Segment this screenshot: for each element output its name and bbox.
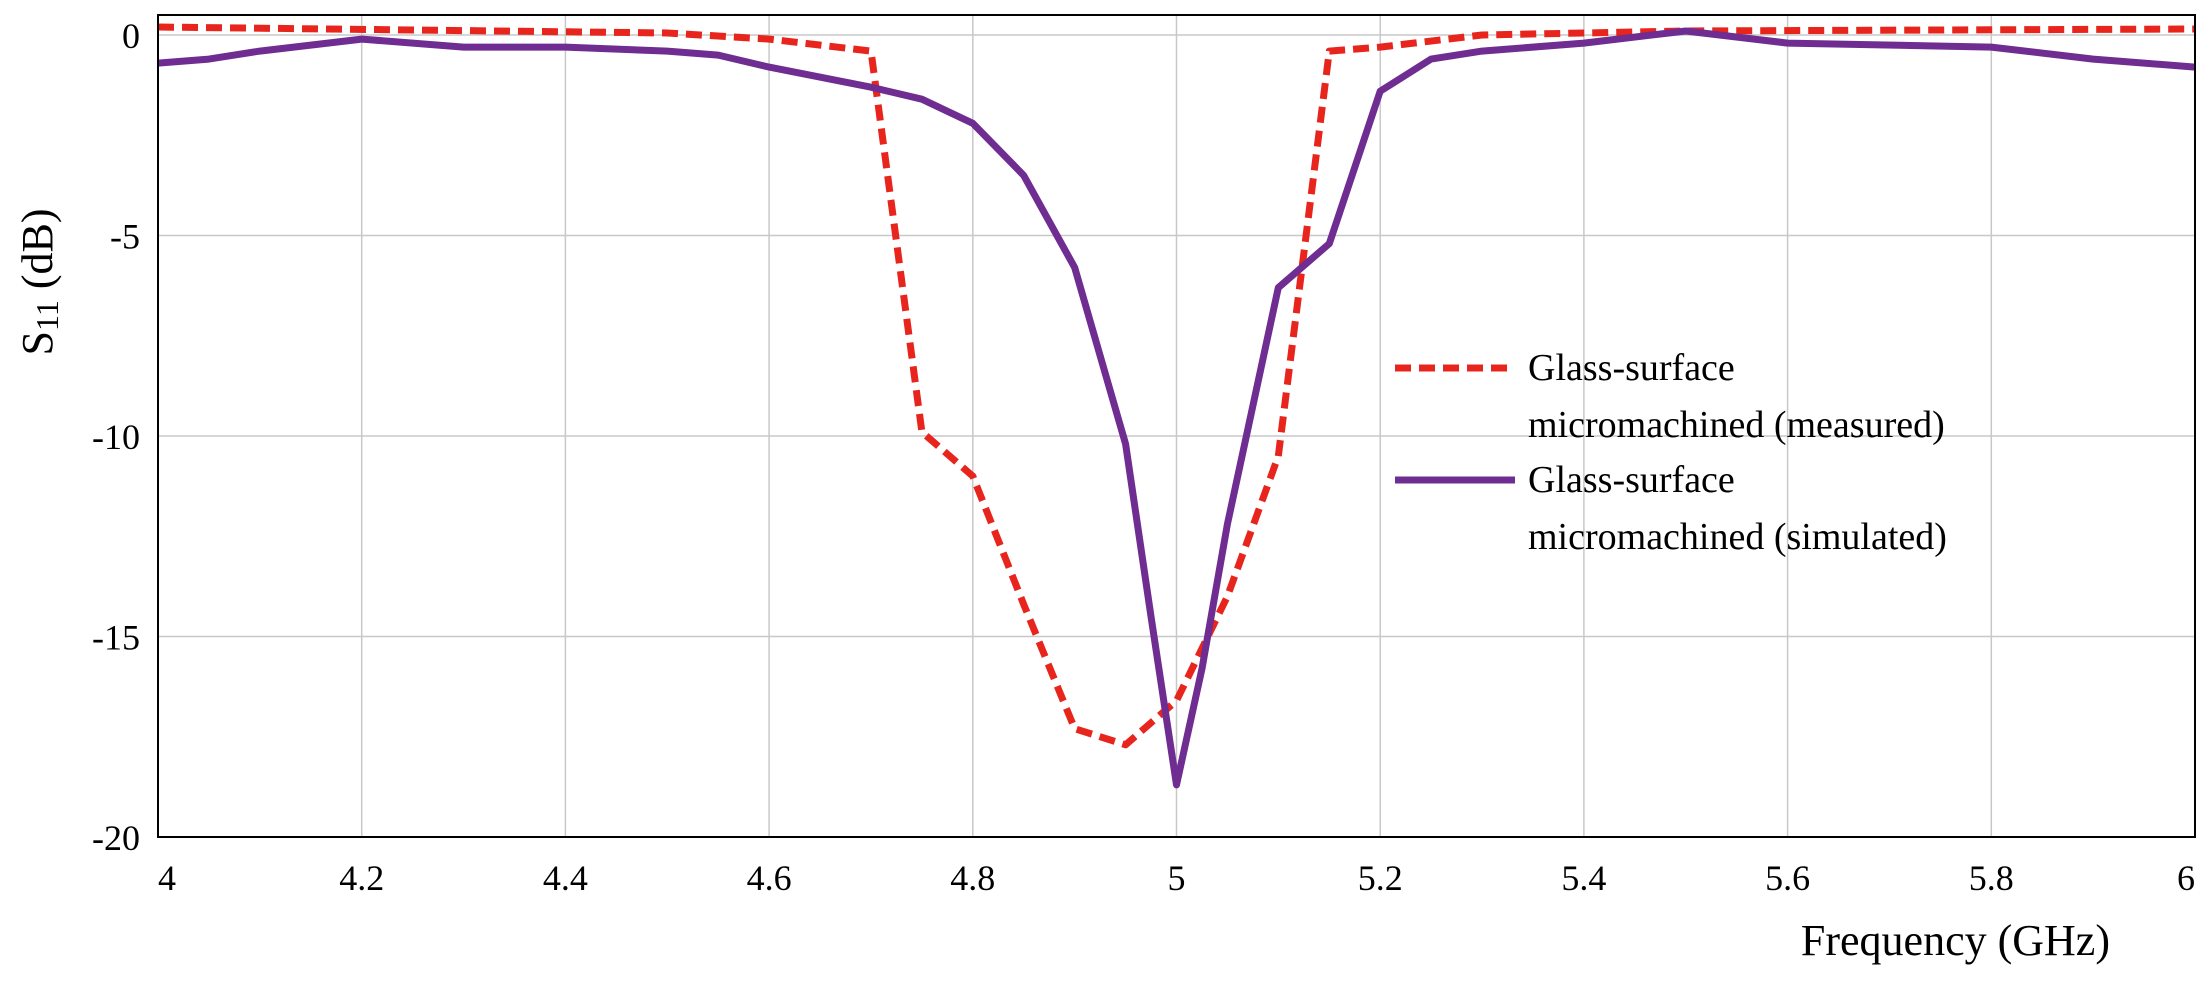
y-tick-label: -15: [92, 618, 140, 658]
x-tick-label: 5.8: [1969, 858, 2014, 898]
x-axis-title: Frequency (GHz): [1801, 916, 2110, 965]
tick-labels: 4 4.2 4.4 4.6 4.8 5 5.2 5.4 5.6 5.8 6 0 -5 -10 -15 -20: [92, 16, 2195, 898]
legend-measured-line1: Glass-surface: [1528, 347, 1735, 389]
legend-simulated-line1: Glass-surface: [1528, 459, 1735, 501]
y-tick-label: 0: [122, 16, 140, 56]
x-tick-label: 4.2: [339, 858, 384, 898]
plot-frame: [157, 14, 2196, 838]
y-axis-title-main: S: [13, 331, 62, 355]
x-tick-label: 4.4: [543, 858, 588, 898]
x-tick-label: 4.8: [950, 858, 995, 898]
x-tick-label: 4.6: [747, 858, 792, 898]
y-tick-label: -10: [92, 417, 140, 457]
legend: Glass-surface micromachined (measured) G…: [1395, 347, 1947, 558]
series-line-measured: [157, 23, 2196, 749]
x-tick-label: 5: [1168, 858, 1186, 898]
x-tick-label: 6: [2177, 858, 2195, 898]
x-tick-label: 5.6: [1765, 858, 1810, 898]
x-tick-label: 4: [158, 858, 176, 898]
legend-measured-line2: micromachined (measured): [1528, 404, 1945, 446]
y-axis-title: S11 (dB): [13, 209, 65, 356]
legend-simulated-line2: micromachined (simulated): [1528, 516, 1947, 558]
y-tick-label: -5: [110, 217, 140, 257]
series-line-simulated: [157, 27, 2196, 789]
x-tick-label: 5.4: [1561, 858, 1606, 898]
y-axis-title-subscript: 11: [29, 300, 65, 331]
x-tick-label: 5.2: [1358, 858, 1403, 898]
series-layer: [157, 23, 2196, 789]
y-axis-title-unit: (dB): [13, 209, 62, 301]
y-tick-label: -20: [92, 818, 140, 858]
